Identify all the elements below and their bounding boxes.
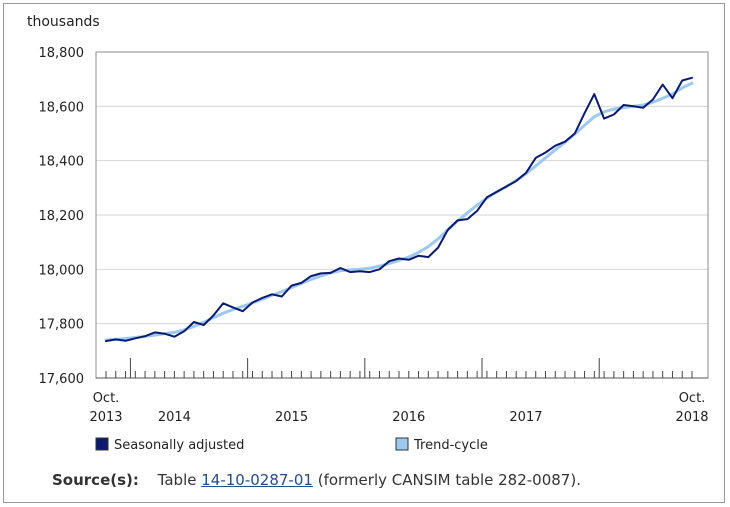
y-axis-labels: 17,600 17,800 18,000 18,200 18,400 18,600 18,8… xyxy=(39,46,85,387)
x-tick-label: 2013 xyxy=(89,410,122,425)
source-prefix: Table xyxy=(157,471,197,489)
legend-label: Seasonally adjusted xyxy=(114,438,244,453)
series-seasonally-adjusted xyxy=(105,76,693,343)
x-tick-label: Oct. xyxy=(93,391,120,406)
y-tick-label: 18,400 xyxy=(39,155,85,170)
x-tick-label: 2015 xyxy=(275,410,308,425)
y-tick-label: 17,800 xyxy=(39,318,85,333)
source-note: Source(s): Table 14-10-0287-01 (formerly… xyxy=(52,471,581,489)
chart-frame xyxy=(3,3,725,503)
x-tick-label: Oct. xyxy=(679,391,706,406)
x-tick-label: 2017 xyxy=(509,410,542,425)
source-suffix: (formerly CANSIM table 282-0087). xyxy=(317,471,581,489)
y-tick-label: 18,200 xyxy=(39,209,85,224)
y-unit-label: thousands xyxy=(27,14,100,30)
y-tick-label: 18,000 xyxy=(39,263,85,278)
legend-label: Trend-cycle xyxy=(413,438,488,453)
y-tick-label: 17,600 xyxy=(39,372,85,387)
x-tick-label: 2018 xyxy=(675,410,708,425)
x-tick-label: 2016 xyxy=(392,410,425,425)
series-trend-cycle xyxy=(104,81,694,342)
source-table-link[interactable]: 14-10-0287-01 xyxy=(201,471,313,489)
legend: Seasonally adjusted Trend-cycle xyxy=(95,437,488,453)
y-tick-label: 18,800 xyxy=(39,46,85,61)
x-axis: Oct. 2013 2014 2015 2016 2017 Oct. 2018 xyxy=(89,358,709,425)
series-lines xyxy=(104,76,694,343)
x-tick-label: 2014 xyxy=(158,410,191,425)
source-label: Source(s): xyxy=(52,471,139,489)
legend-swatch xyxy=(395,437,409,451)
y-tick-label: 18,600 xyxy=(39,100,85,115)
legend-swatch xyxy=(95,437,109,451)
